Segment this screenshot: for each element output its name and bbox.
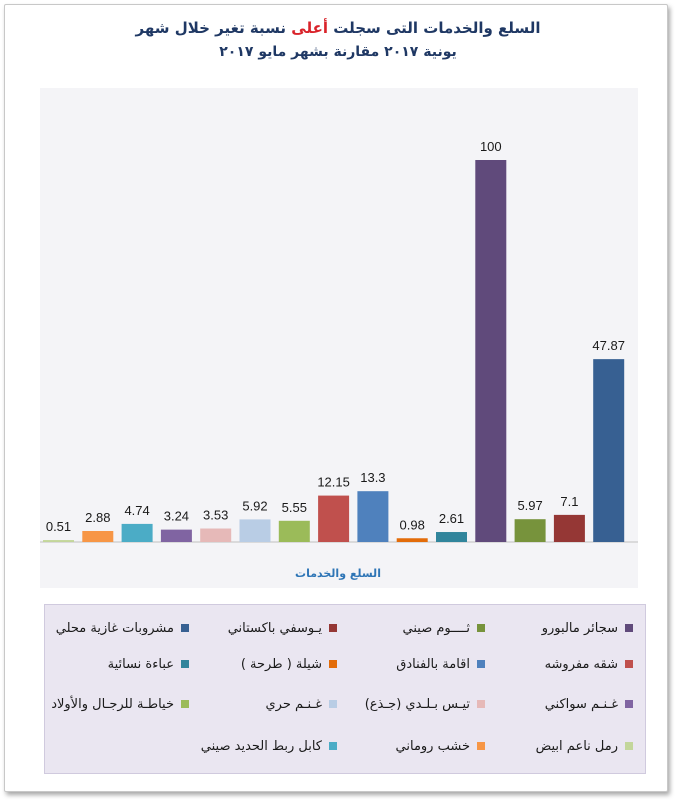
data-label-2: 2.88	[85, 510, 110, 525]
data-label-8: 12.15	[317, 475, 350, 490]
data-label-3: 4.74	[124, 503, 149, 518]
data-label-15: 47.87	[592, 338, 625, 353]
legend-swatch	[329, 700, 337, 708]
title-text-start: السلع والخدمات التى سجلت	[327, 19, 541, 37]
legend-swatch	[625, 624, 633, 632]
legend-label: مشروبات غازية محلي	[55, 620, 174, 636]
legend-item: سجائر مالبورو	[485, 617, 633, 639]
legend-item: شقه مفروشه	[485, 653, 633, 675]
legend-label: سجائر مالبورو	[541, 620, 618, 636]
legend-item: خياطـة للرجـال والأولاد	[41, 693, 189, 715]
legend: سجائر مالبورو ثــــوم صيني يـوسفي باكستاني…	[44, 604, 646, 774]
data-label-7: 5.55	[282, 500, 307, 515]
bar-6	[239, 519, 271, 542]
bar-2	[82, 530, 114, 542]
bar-15	[593, 359, 625, 542]
title-text-end: نسبة تغير خلال شهر	[135, 19, 292, 37]
legend-label: غـنـم حري	[265, 696, 322, 712]
chart-title-line2: يونية ٢٠١٧ مقارنة بشهر مايو ٢٠١٧	[219, 44, 457, 60]
legend-label: خياطـة للرجـال والأولاد	[51, 696, 174, 712]
bar-14	[553, 514, 585, 542]
chart-title-line1: السلع والخدمات التى سجلت أعلى نسبة تغير …	[0, 16, 676, 40]
legend-label: رمل ناعم ابيض	[535, 738, 618, 754]
bar-8	[318, 495, 350, 542]
legend-item: اقامة بالفنادق	[337, 653, 485, 675]
legend-item: ثــــوم صيني	[337, 617, 485, 639]
data-label-1: 0.51	[46, 519, 71, 534]
legend-item: عباءة نسائية	[41, 653, 189, 675]
title-highlight: أعلى	[291, 19, 328, 37]
legend-label: شيلة ( طرحة )	[240, 656, 322, 672]
data-label-12: 100	[480, 139, 502, 154]
legend-swatch	[329, 624, 337, 632]
bar-4	[160, 529, 192, 542]
legend-swatch	[477, 624, 485, 632]
legend-swatch	[477, 660, 485, 668]
legend-swatch	[477, 742, 485, 750]
legend-item: كابل ربط الحديد صيني	[189, 735, 337, 757]
legend-label: غـنـم سواكني	[544, 696, 618, 712]
legend-swatch	[625, 700, 633, 708]
bar-chart: 0.51 2.88 4.74 3.24 3.53 5.92 5.55 12.15 13.3 0.9…	[40, 139, 638, 580]
legend-swatch	[329, 660, 337, 668]
data-label-10: 0.98	[400, 517, 425, 532]
data-label-11: 2.61	[439, 511, 464, 526]
legend-swatch	[181, 660, 189, 668]
legend-item: غـنـم حري	[189, 693, 337, 715]
data-label-14: 7.1	[560, 494, 578, 509]
bar-3	[121, 523, 153, 542]
data-label-4: 3.24	[164, 509, 189, 524]
legend-label: شقه مفروشه	[544, 656, 618, 672]
legend-swatch	[329, 742, 337, 750]
data-label-9: 13.3	[360, 470, 385, 485]
bar-11	[436, 532, 467, 542]
bar-10	[396, 538, 428, 542]
data-label-13: 5.97	[517, 498, 542, 513]
legend-swatch	[625, 742, 633, 750]
legend-item: تيـس بـلـدي (جـذع)	[337, 693, 485, 715]
legend-item: شيلة ( طرحة )	[189, 653, 337, 675]
legend-item: غـنـم سواكني	[485, 693, 633, 715]
legend-item: خشب روماني	[337, 735, 485, 757]
x-axis-label: السلع والخدمات	[295, 567, 381, 580]
legend-label: خشب روماني	[395, 738, 470, 754]
legend-item: مشروبات غازية محلي	[41, 617, 189, 639]
legend-label: كابل ربط الحديد صيني	[200, 738, 322, 754]
bar-5	[200, 528, 232, 542]
legend-label: يـوسفي باكستاني	[227, 620, 322, 636]
bar-12	[475, 160, 507, 542]
data-label-5: 3.53	[203, 508, 228, 523]
legend-swatch	[181, 624, 189, 632]
legend-swatch	[181, 700, 189, 708]
legend-label: عباءة نسائية	[107, 656, 174, 672]
legend-label: ثــــوم صيني	[402, 620, 470, 636]
data-label-6: 5.92	[242, 498, 267, 513]
legend-label: اقامة بالفنادق	[396, 656, 470, 672]
legend-item: يـوسفي باكستاني	[189, 617, 337, 639]
bar-7	[278, 520, 310, 542]
legend-label: تيـس بـلـدي (جـذع)	[364, 696, 470, 712]
legend-item: رمل ناعم ابيض	[485, 735, 633, 757]
bar-9	[357, 491, 389, 542]
bar-13	[514, 519, 546, 542]
legend-swatch	[477, 700, 485, 708]
bar-1	[43, 540, 74, 542]
legend-swatch	[625, 660, 633, 668]
chart-title: السلع والخدمات التى سجلت أعلى نسبة تغير …	[0, 16, 676, 64]
